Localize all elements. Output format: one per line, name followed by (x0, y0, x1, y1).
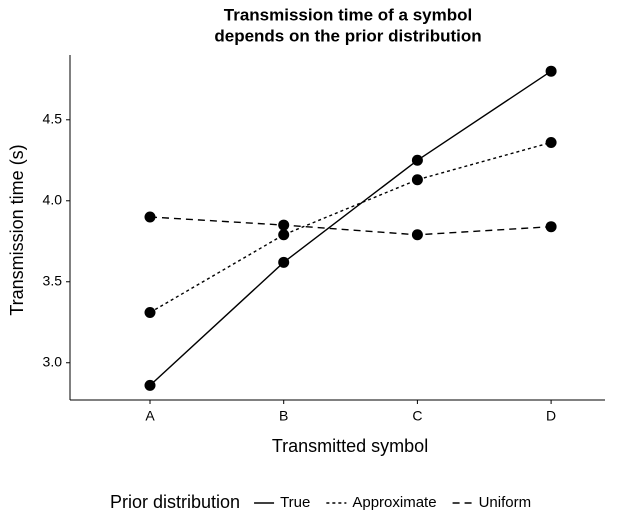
x-tick-label: B (279, 408, 288, 424)
point (144, 307, 156, 319)
legend-title: Prior distribution (110, 492, 240, 512)
y-tick-label: 4.5 (43, 110, 63, 126)
point (545, 136, 557, 148)
legend-label: True (280, 494, 310, 511)
chart-title: depends on the prior distribution (214, 26, 481, 45)
y-tick-label: 3.0 (43, 353, 63, 369)
point (278, 256, 290, 268)
point (411, 174, 423, 186)
chart-title: Transmission time of a symbol (224, 5, 472, 24)
series-line (149, 70, 552, 386)
y-tick-label: 4.0 (43, 191, 63, 207)
x-tick-label: D (546, 408, 556, 424)
point (144, 211, 156, 223)
point (278, 229, 290, 241)
legend-label: Uniform (479, 494, 532, 511)
series-line (149, 141, 552, 314)
point (144, 379, 156, 391)
point (545, 65, 557, 77)
y-axis-label: Transmission time (s) (7, 144, 27, 315)
point (411, 154, 423, 166)
x-tick-label: C (412, 408, 422, 424)
point (411, 229, 423, 241)
series-line (149, 216, 552, 236)
legend-label: Approximate (352, 494, 436, 511)
y-tick-label: 3.5 (43, 272, 63, 288)
point (278, 219, 290, 231)
x-tick-label: A (145, 408, 155, 424)
point (545, 221, 557, 233)
x-axis-label: Transmitted symbol (272, 436, 428, 456)
